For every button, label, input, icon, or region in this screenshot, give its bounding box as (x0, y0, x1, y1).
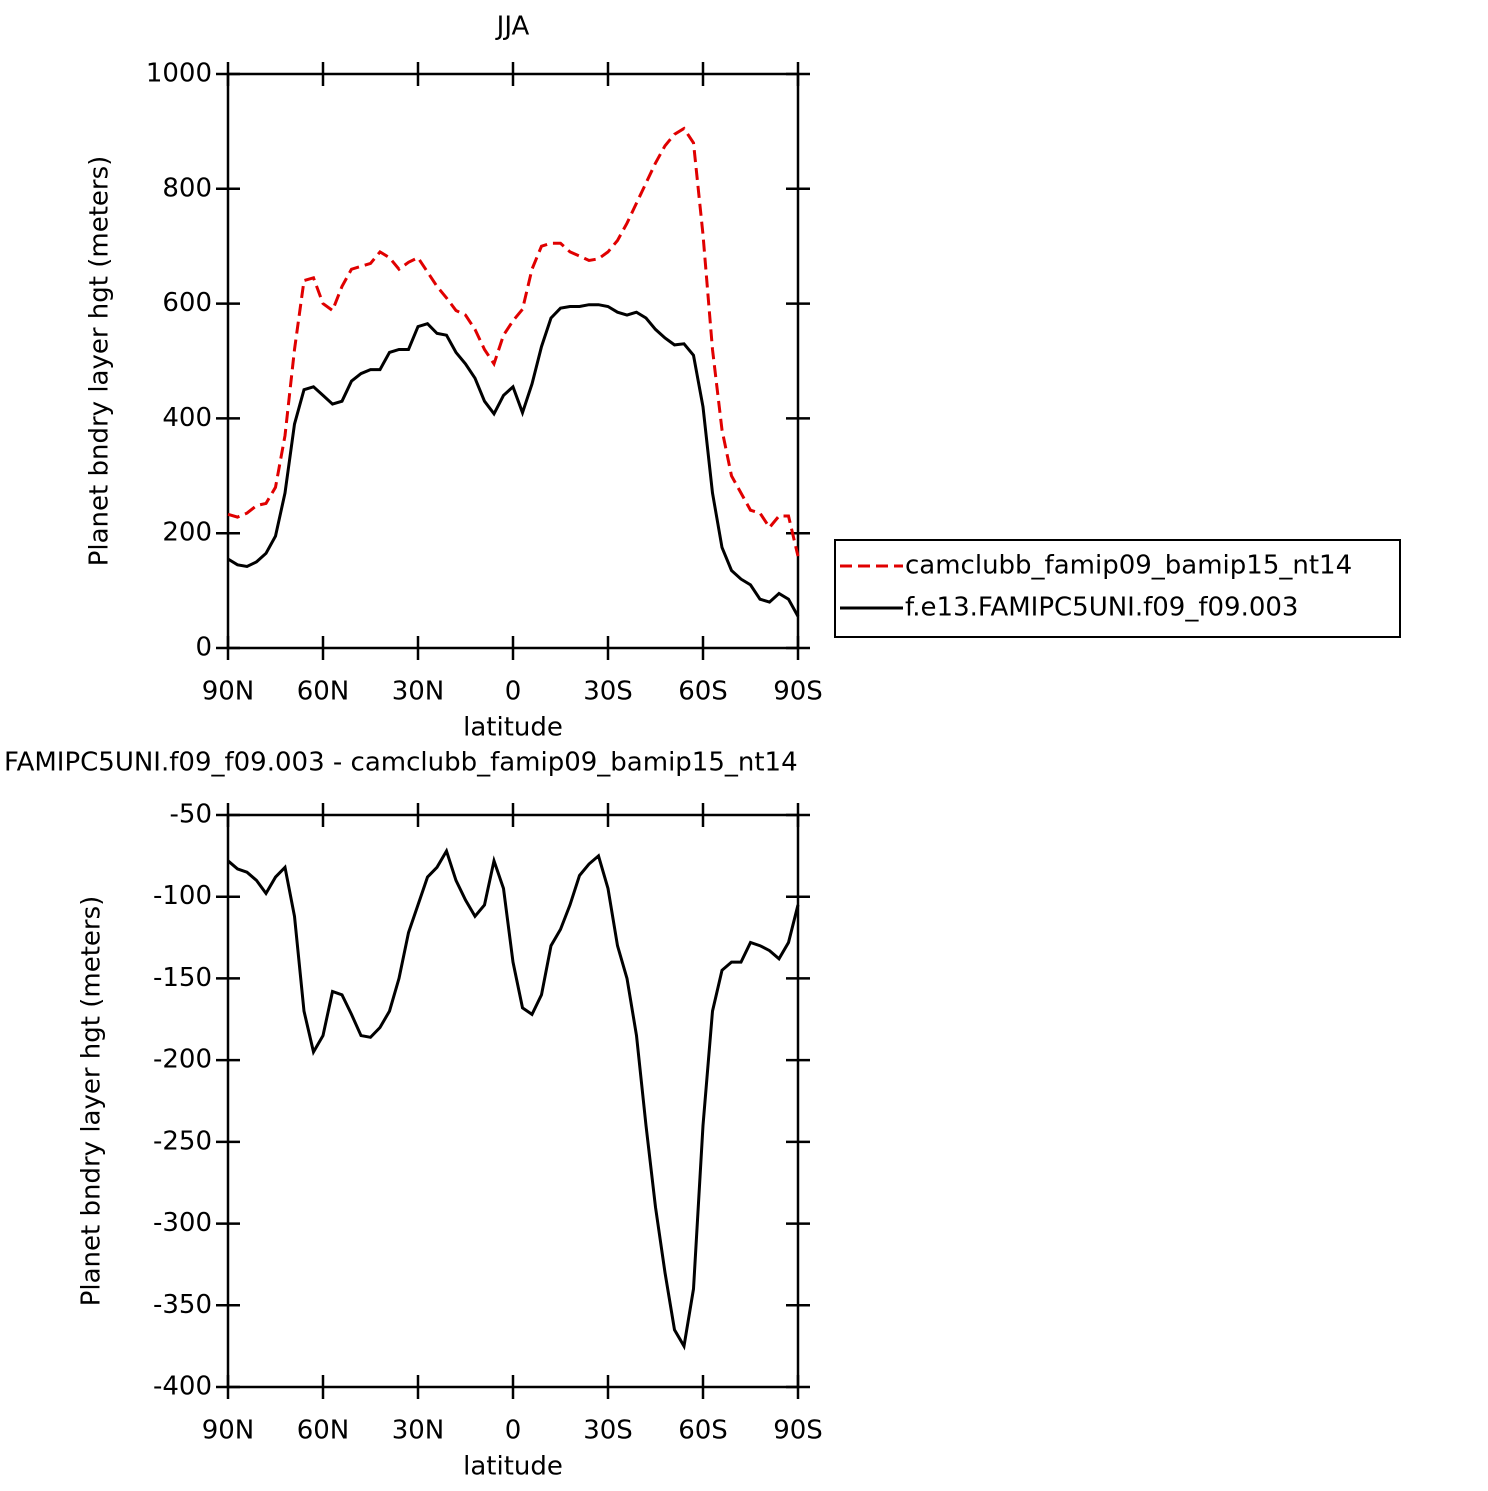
y-tick-label: -200 (153, 1045, 212, 1075)
x-tick-label: 60S (678, 1416, 728, 1446)
y-tick-label: -50 (170, 800, 212, 830)
x-tick-label: 30S (583, 1416, 633, 1446)
legend-box (834, 539, 1401, 638)
x-axis-label: latitude (463, 1452, 563, 1482)
data-line (227, 126, 800, 557)
legend-label: f.e13.FAMIPC5UNI.f09_f09.003 (905, 593, 1298, 623)
y-tick-label: -300 (153, 1208, 212, 1238)
data-line (227, 847, 800, 1351)
x-tick-label: 0 (505, 677, 522, 707)
plot-frame (226, 72, 800, 650)
x-tick-label: 30N (392, 1416, 445, 1446)
y-axis-label: Planet bndry layer hgt (meters) (77, 896, 107, 1307)
y-tick-label: -250 (153, 1126, 212, 1156)
x-tick-label: 30S (583, 677, 633, 707)
x-tick-label: 60N (297, 677, 350, 707)
data-line (227, 303, 800, 618)
x-tick-label: 60S (678, 677, 728, 707)
y-tick-label: -350 (153, 1290, 212, 1320)
y-tick-label: -400 (153, 1372, 212, 1402)
x-axis-label: latitude (463, 713, 563, 743)
y-tick-label: -150 (153, 963, 212, 993)
y-tick-label: -100 (153, 881, 212, 911)
y-tick-label: 800 (162, 173, 212, 203)
y-tick-label: 0 (195, 633, 212, 663)
x-tick-label: 60N (297, 1416, 350, 1446)
x-tick-label: 90S (773, 1416, 823, 1446)
chart-title: FAMIPC5UNI.f09_f09.003 - camclubb_famip0… (4, 748, 798, 778)
y-tick-label: 400 (162, 403, 212, 433)
legend-label: camclubb_famip09_bamip15_nt14 (905, 551, 1352, 581)
x-tick-label: 0 (505, 1416, 522, 1446)
y-axis-label: Planet bndry layer hgt (meters) (85, 156, 115, 567)
x-tick-label: 90N (202, 677, 255, 707)
x-tick-label: 90N (202, 1416, 255, 1446)
y-tick-label: 200 (162, 518, 212, 548)
plot-frame (226, 813, 800, 1389)
chart-title: JJA (495, 12, 530, 42)
y-tick-label: 1000 (146, 59, 212, 89)
x-tick-label: 30N (392, 677, 445, 707)
x-tick-label: 90S (773, 677, 823, 707)
y-tick-label: 600 (162, 288, 212, 318)
